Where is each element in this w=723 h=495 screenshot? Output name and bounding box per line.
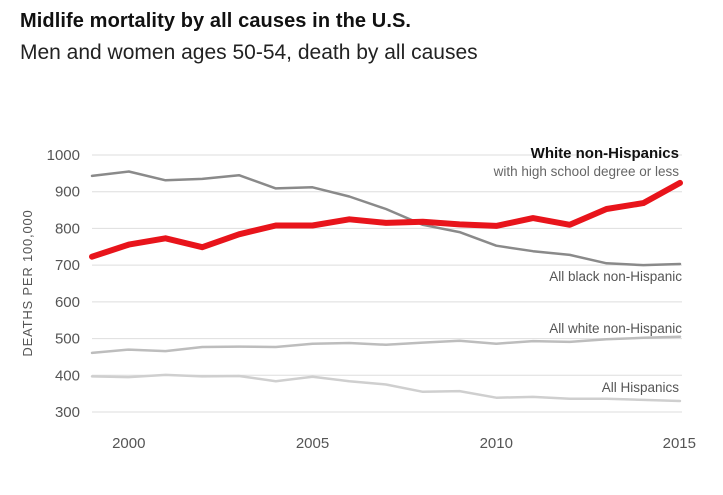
series-line-0 — [90, 373, 682, 403]
y-axis-label: DEATHS PER 100,000 — [20, 209, 35, 356]
series-lines — [89, 170, 683, 403]
series-label: All Hispanics — [602, 380, 680, 395]
y-tick-label: 700 — [55, 257, 80, 274]
series-line-2 — [90, 170, 682, 267]
y-tick-label: 900 — [55, 184, 80, 201]
series-sublabel: with high school degree or less — [493, 164, 680, 179]
y-axis-ticks: 300 400 500 600 700 800 900 1000 — [47, 147, 80, 421]
series-line-3 — [89, 179, 683, 260]
series-label: White non-Hispanics — [531, 145, 679, 162]
x-axis-ticks: 2000 2005 2010 2015 — [112, 435, 696, 452]
x-tick-label: 2015 — [663, 435, 696, 452]
y-tick-label: 600 — [55, 294, 80, 311]
y-tick-label: 800 — [55, 220, 80, 237]
x-tick-label: 2000 — [112, 435, 145, 452]
x-tick-label: 2010 — [480, 435, 513, 452]
series-label: All white non-Hispanic — [549, 321, 682, 336]
series-labels: All Hispanics All white non-Hispanic All b… — [493, 145, 683, 395]
y-tick-label: 500 — [55, 331, 80, 348]
chart-subtitle: Men and women ages 50-54, death by all c… — [20, 41, 478, 64]
series-label: All black non-Hispanic — [549, 269, 682, 284]
series-line-1 — [90, 335, 682, 355]
y-tick-label: 1000 — [47, 147, 80, 164]
chart-title: Midlife mortality by all causes in the U… — [20, 10, 412, 32]
y-tick-label: 400 — [55, 367, 80, 384]
x-tick-label: 2005 — [296, 435, 329, 452]
y-tick-label: 300 — [55, 404, 80, 421]
